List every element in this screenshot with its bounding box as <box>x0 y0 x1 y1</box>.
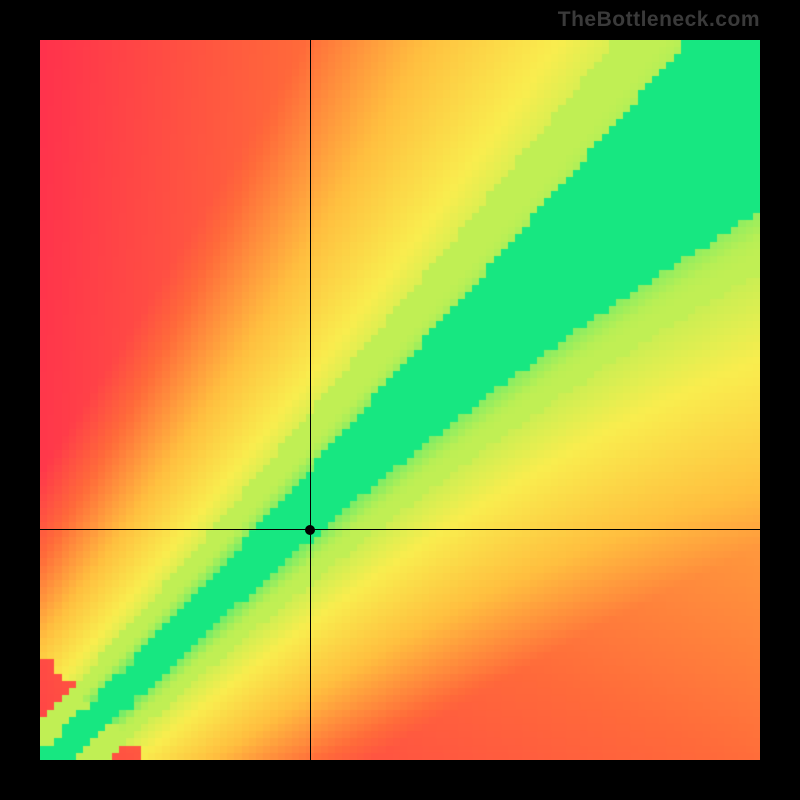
crosshair-horizontal <box>40 529 760 530</box>
watermark-text: TheBottleneck.com <box>558 8 760 32</box>
heatmap-plot <box>40 40 760 760</box>
heatmap-canvas <box>40 40 760 760</box>
crosshair-vertical <box>310 40 311 760</box>
crosshair-marker <box>305 525 315 535</box>
